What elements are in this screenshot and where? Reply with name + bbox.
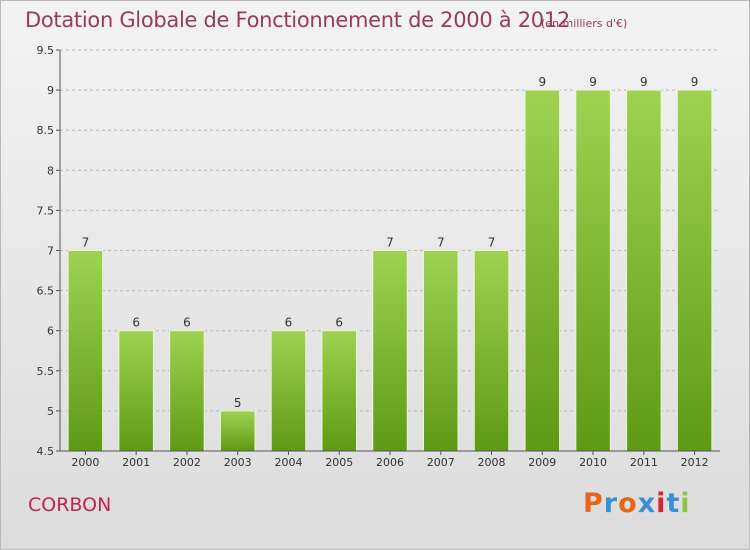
x-tick-label: 2002 (173, 456, 201, 469)
data-label: 7 (386, 236, 394, 250)
x-tick-label: 2011 (630, 456, 658, 469)
bar (626, 89, 662, 452)
x-tick-label: 2006 (376, 456, 404, 469)
y-tick-label: 9 (47, 84, 54, 97)
bar (118, 330, 154, 452)
y-tick-label: 8.5 (37, 124, 55, 137)
commune-name: CORBON (28, 494, 112, 516)
y-tick-label: 5.5 (37, 365, 55, 378)
y-tick-label: 7.5 (37, 204, 55, 217)
data-label: 5 (234, 396, 242, 410)
bar (575, 89, 611, 452)
logo-letter: x (637, 488, 657, 519)
x-tick-label: 2012 (681, 456, 709, 469)
y-tick-label: 6 (47, 325, 54, 338)
data-label: 7 (82, 236, 90, 250)
bars-layer (67, 89, 713, 452)
x-tick-label: 2004 (274, 456, 302, 469)
data-label: 9 (691, 75, 699, 89)
labels-layer: 7 6 6 5 6 6 7 7 7 9 9 9 9 (82, 75, 699, 410)
x-tick-label: 2008 (478, 456, 506, 469)
bar (67, 250, 104, 452)
x-tick-label: 2001 (122, 456, 150, 469)
data-label: 6 (285, 316, 293, 330)
logo-letter: r (603, 488, 619, 519)
y-tick-label: 5 (47, 405, 54, 418)
data-label: 9 (640, 75, 648, 89)
x-tick-label: 2009 (528, 456, 556, 469)
data-label: 6 (335, 316, 343, 330)
bar (473, 250, 510, 452)
y-tick-label: 9.5 (37, 44, 55, 57)
bar (169, 330, 205, 452)
axis-layer: 4.5 5 5.5 6 6.5 7 7.5 8 8.5 9 9.5 2000 2001 2002 2003 2… (37, 44, 720, 469)
y-tick-label: 8 (47, 164, 54, 177)
bar (524, 89, 561, 452)
y-tick-label: 6.5 (37, 285, 55, 298)
data-label: 7 (488, 236, 496, 250)
logo-letter: t (666, 488, 681, 519)
bar (676, 89, 713, 452)
data-label: 6 (183, 316, 191, 330)
x-tick-label: 2003 (224, 456, 252, 469)
y-tick-label: 7 (47, 245, 54, 258)
data-label: 6 (132, 316, 140, 330)
proxiti-logo: Proxiti (583, 488, 691, 519)
chart-title: Dotation Globale de Fonctionnement de 20… (25, 8, 570, 32)
bar (372, 250, 408, 452)
bar (219, 410, 256, 452)
logo-letter: o (618, 488, 638, 519)
x-tick-label: 2000 (71, 456, 99, 469)
x-tick-label: 2010 (579, 456, 607, 469)
bar (321, 330, 357, 452)
bar (270, 330, 307, 452)
data-label: 9 (589, 75, 597, 89)
x-tick-label: 2007 (427, 456, 455, 469)
chart-unit-note: (en milliers d'€) (541, 17, 628, 30)
logo-letter: i (656, 488, 667, 519)
y-tick-label: 4.5 (37, 445, 55, 458)
data-label: 7 (437, 236, 445, 250)
bar (423, 250, 459, 452)
data-label: 9 (538, 75, 546, 89)
logo-letter: P (583, 488, 604, 519)
logo-letter: i (680, 488, 691, 519)
x-tick-label: 2005 (325, 456, 353, 469)
